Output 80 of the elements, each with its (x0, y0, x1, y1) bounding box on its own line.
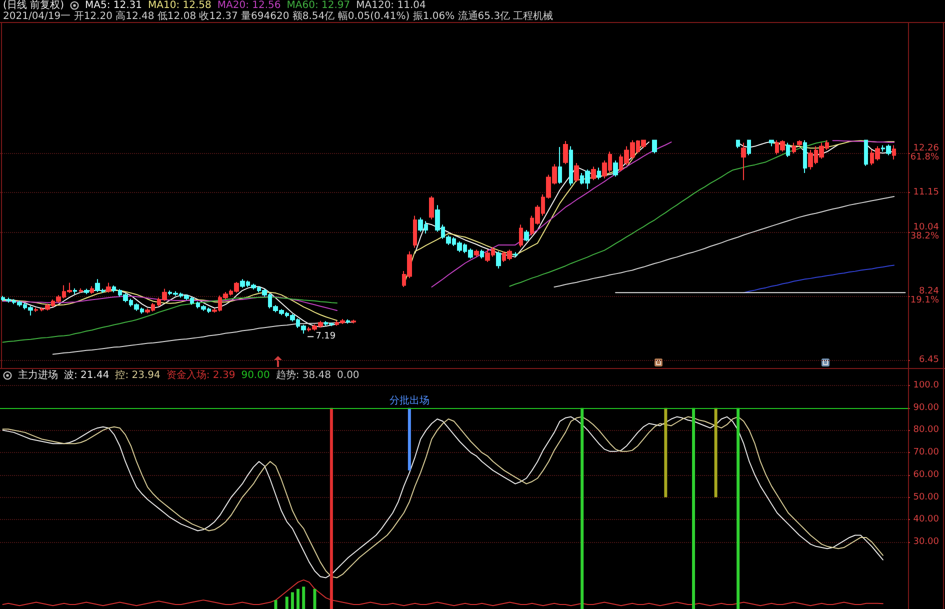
text: MA10: 12.58 (148, 0, 212, 11)
line-series (2, 579, 884, 606)
text: 控: 23.94 (115, 370, 160, 381)
candlestick (79, 288, 83, 294)
candlestick (864, 140, 868, 166)
text: 资金入场: 2.39 (166, 370, 236, 381)
candlestick (786, 142, 790, 158)
candlestick (112, 285, 116, 293)
y-tick-label: 80.00 (913, 425, 940, 436)
candlestick (351, 319, 356, 324)
bar (580, 408, 584, 609)
candlestick (797, 140, 802, 147)
bar (313, 588, 316, 609)
line-series (2, 416, 884, 578)
text: 7.19 (316, 332, 336, 342)
candlestick (792, 142, 796, 154)
bar (290, 592, 294, 609)
chart-title: 主力进场 (18, 370, 58, 381)
bar (274, 600, 278, 609)
y-tick-label: 12.26 61.8% (910, 144, 940, 163)
bar (664, 408, 668, 498)
candlestick (429, 196, 434, 220)
y-tick-label: 40.00 (913, 514, 940, 525)
text: MA60: 12.97 (286, 0, 350, 11)
y-tick-label: 50.00 (913, 492, 940, 502)
bar (330, 408, 333, 609)
y-tick-label: 8.24 19.1% (910, 286, 940, 306)
text: 波: 21.44 (64, 370, 110, 381)
candlestick (736, 140, 740, 149)
ref-line-label: 90.00 (241, 370, 270, 381)
line-series (743, 264, 895, 294)
candlestick (652, 140, 657, 154)
candlestick (741, 142, 746, 181)
text: 0.00 (337, 370, 360, 381)
candlestick (574, 162, 579, 182)
bar (285, 596, 288, 609)
y-tick-label: 6.45 (918, 355, 939, 365)
candlestick (769, 140, 774, 147)
candlestick (519, 224, 523, 248)
bar (408, 408, 411, 470)
candlestick (563, 140, 568, 165)
text: MA20: 12.56 (217, 0, 281, 11)
candlestick (480, 249, 484, 259)
y-tick-label: 10.04 38.2% (910, 222, 940, 242)
y-tick-label: 30.00 (913, 536, 940, 547)
candlestick (513, 252, 518, 258)
candlestick (613, 160, 618, 178)
y-tick-label: 11.15 (913, 188, 939, 198)
candlestick (346, 318, 350, 324)
candlestick (569, 146, 573, 186)
bar (692, 408, 696, 609)
bar (736, 408, 740, 609)
bar (714, 408, 718, 498)
candlestick (558, 146, 562, 184)
y-tick-label: 100.0 (913, 380, 940, 390)
candlestick (747, 140, 751, 156)
candlestick (106, 282, 111, 294)
text: MA120: 11.04 (356, 0, 426, 11)
candlestick (413, 215, 417, 248)
data-label: 分批出场 (389, 394, 430, 406)
y-tick-label: 60.00 (913, 470, 940, 480)
candlestick (496, 250, 501, 269)
candlestick (597, 167, 601, 180)
bar (302, 586, 306, 609)
candlestick (524, 230, 529, 242)
candlestick (90, 286, 94, 294)
candlestick (474, 249, 479, 258)
bar (296, 588, 300, 609)
text: 趋势: 38.48 (276, 370, 332, 381)
candlestick (34, 307, 38, 312)
candlestick (591, 166, 596, 181)
y-tick-label: 90.00 (913, 402, 940, 413)
candlestick (84, 288, 89, 295)
chart-title: (日线 前复权) (3, 0, 64, 11)
candlestick (892, 144, 896, 160)
candlestick (73, 288, 77, 295)
chart-subtitle: 2021/04/19一 开12.20 高12.48 低12.08 收12.37 量694620 额8.54亿 幅0.05(0.41%) 振1.06% 流通65.3亿 工程机械 (3, 11, 554, 22)
text: MA5: 12.31 (84, 0, 142, 11)
y-tick-label: 70.00 (913, 448, 940, 458)
candlestick (803, 140, 807, 174)
